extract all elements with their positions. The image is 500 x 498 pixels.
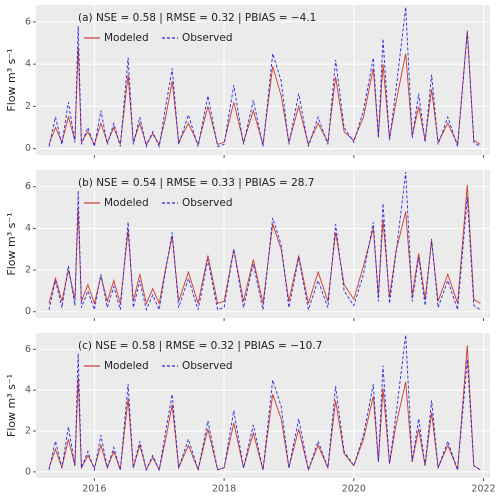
series-line <box>48 30 481 147</box>
plot-background <box>36 333 490 478</box>
legend-label: Modeled <box>104 32 149 44</box>
panel: 0 2 4 6 Flow m³ s⁻¹ (a) NSE = 0.58 | RMSE = 0… <box>5 5 490 158</box>
legend-label: Observed <box>182 197 233 209</box>
panel: 0 2 4 6 Flow m³ s⁻¹ (b) NSE = 0.54 | RMSE = 0… <box>5 170 490 321</box>
plot-background <box>36 170 490 318</box>
y-tick-label: 2 <box>25 265 31 276</box>
y-axis-label: Flow m³ s⁻¹ <box>5 374 18 437</box>
x-tick-label: 2018 <box>212 484 236 495</box>
y-tick-label: 6 <box>25 344 31 355</box>
x-tick-label: 2020 <box>342 484 366 495</box>
panel: 0 2 4 6 2016 2018 2020 2022 Flow m³ s⁻¹ (c) NSE =… <box>5 333 496 495</box>
y-tick-label: 0 <box>25 466 31 477</box>
legend-label: Observed <box>182 360 233 372</box>
series-line <box>48 334 481 472</box>
annotation: (b) NSE = 0.54 | RMSE = 0.33 | PBIAS = 2… <box>78 177 314 189</box>
legend-label: Modeled <box>104 197 149 209</box>
series-line <box>48 7 481 149</box>
y-tick-label: 0 <box>25 143 31 154</box>
x-tick-label: 2016 <box>82 484 106 495</box>
x-tick-label: 2022 <box>471 484 495 495</box>
y-tick-label: 6 <box>25 16 31 27</box>
series-line <box>48 345 481 472</box>
y-tick-label: 4 <box>25 385 31 396</box>
annotation: (c) NSE = 0.58 | RMSE = 0.32 | PBIAS = −… <box>78 340 322 352</box>
y-tick-label: 2 <box>25 426 31 437</box>
y-tick-label: 2 <box>25 101 31 112</box>
y-tick-label: 4 <box>25 59 31 70</box>
legend-label: Observed <box>182 32 233 44</box>
y-tick-label: 0 <box>25 306 31 317</box>
legend-label: Modeled <box>104 360 149 372</box>
y-tick-label: 4 <box>25 223 31 234</box>
y-axis-label: Flow m³ s⁻¹ <box>5 48 18 111</box>
annotation: (a) NSE = 0.58 | RMSE = 0.32 | PBIAS = −… <box>78 12 316 24</box>
y-tick-label: 6 <box>25 181 31 192</box>
y-axis-label: Flow m³ s⁻¹ <box>5 212 18 275</box>
series-line <box>48 172 481 312</box>
